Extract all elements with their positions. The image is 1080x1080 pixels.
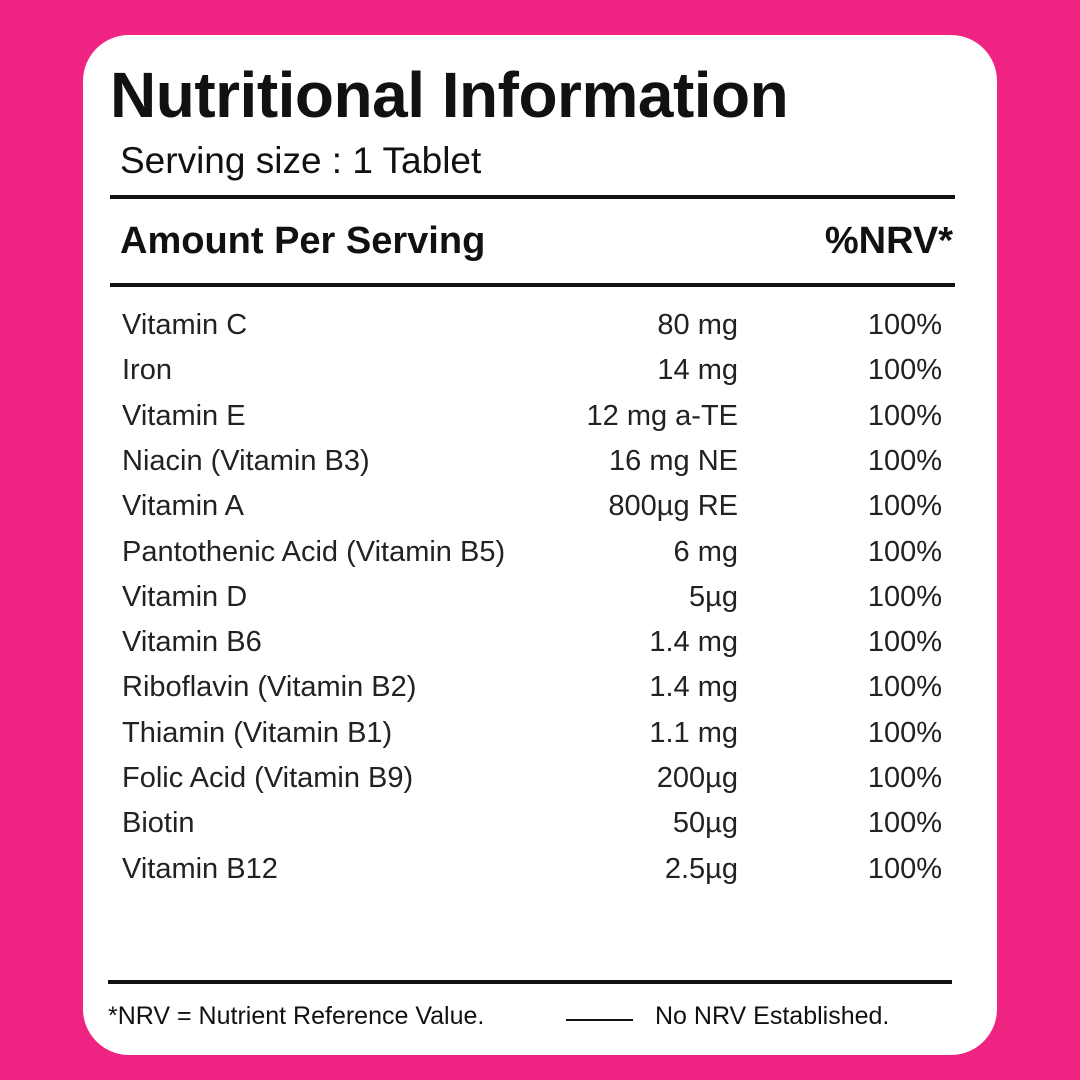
nutrient-nrv: 100% (867, 671, 942, 704)
nutrient-name: Iron (122, 354, 172, 387)
serving-size: Serving size : 1 Tablet (120, 140, 482, 181)
nutrient-name: Thiamin (Vitamin B1) (122, 716, 393, 749)
nutrient-name: Pantothenic Acid (Vitamin B5) (122, 535, 506, 568)
nutrient-nrv: 100% (867, 444, 942, 477)
nutrient-name: Folic Acid (Vitamin B9) (122, 762, 414, 794)
divider (110, 283, 955, 287)
column-header: Amount Per Serving (120, 220, 486, 262)
nutrient-nrv: 100% (867, 762, 942, 794)
nutrient-amount: 1.4 mg (649, 671, 738, 704)
nutrient-name: Vitamin E (122, 399, 246, 432)
nutrient-amount: 200µg (656, 762, 738, 794)
nutrient-amount: 6 mg (673, 535, 738, 568)
nutrient-amount: 1.4 mg (649, 626, 738, 659)
nutrient-nrv: 100% (867, 626, 942, 659)
footnote: No NRV Established. (655, 1002, 890, 1030)
nutrient-name: Vitamin C (122, 309, 248, 341)
nutrient-nrv: 100% (867, 716, 942, 749)
nutrient-amount: 800µg RE (608, 490, 738, 523)
nutrient-amount: 14 mg (657, 354, 738, 387)
nutrient-amount: 16 mg NE (609, 444, 738, 477)
nutrient-name: Biotin (122, 807, 195, 840)
nutrient-nrv: 100% (867, 354, 942, 387)
nutrient-nrv: 100% (867, 535, 942, 568)
nutrient-name: Vitamin B6 (122, 626, 262, 659)
nutrient-amount: 50µg (672, 807, 738, 840)
footnote: *NRV = Nutrient Reference Value. (108, 1002, 485, 1030)
nutrient-amount: 1.1 mg (649, 716, 738, 749)
nutrient-name: Vitamin D (122, 580, 248, 613)
title: Nutritional Information (110, 59, 789, 131)
nutrient-nrv: 100% (867, 580, 942, 613)
divider (110, 195, 955, 199)
nutrient-nrv: 100% (867, 490, 942, 523)
nutrient-amount: 5µg (689, 580, 738, 613)
nutrient-name: Vitamin A (122, 490, 244, 523)
nutrient-name: Riboflavin (Vitamin B2) (122, 671, 417, 704)
nutrient-nrv: 100% (867, 309, 942, 341)
nutrient-amount: 12 mg a-TE (586, 399, 739, 432)
nutrient-name: Vitamin B12 (122, 852, 278, 885)
label-card (83, 35, 997, 1055)
dash (566, 1019, 633, 1021)
nutrient-nrv: 100% (867, 399, 942, 432)
nutrient-amount: 2.5µg (664, 852, 738, 885)
nutrient-name: Niacin (Vitamin B3) (122, 444, 370, 477)
nutrient-nrv: 100% (867, 807, 942, 840)
column-header: %NRV* (824, 220, 953, 262)
divider (108, 980, 952, 984)
nutrient-nrv: 100% (867, 852, 942, 885)
nutrient-amount: 80 mg (657, 309, 738, 341)
